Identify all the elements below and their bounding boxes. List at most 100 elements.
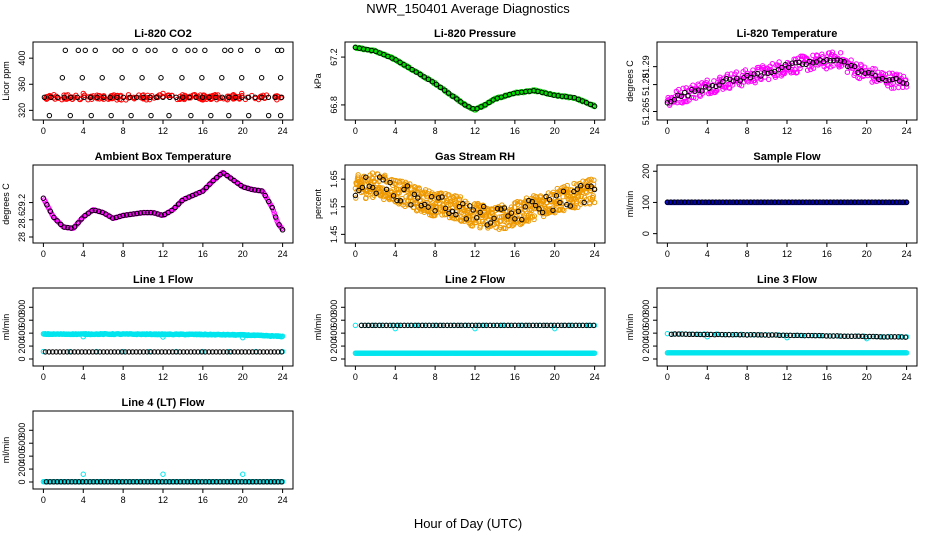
x-tick-label: 20 <box>238 495 248 505</box>
series-black <box>352 44 598 112</box>
x-tick-label: 16 <box>198 249 208 259</box>
data-point <box>509 209 516 215</box>
x-tick-label: 8 <box>745 249 750 259</box>
data-point <box>481 220 487 227</box>
x-tick-label: 16 <box>510 249 520 259</box>
data-point <box>278 94 285 101</box>
data-point <box>734 75 740 82</box>
data-point <box>151 210 158 216</box>
data-point <box>831 57 837 64</box>
chart-title: Li-820 CO2 <box>134 28 191 40</box>
data-point <box>747 74 754 81</box>
x-tick-label: 0 <box>41 372 46 382</box>
data-point <box>110 215 116 221</box>
data-point <box>44 202 50 208</box>
data-point <box>272 214 279 220</box>
data-point <box>416 194 422 200</box>
data-point <box>706 85 712 91</box>
data-point <box>54 94 61 101</box>
data-point <box>85 210 92 216</box>
data-point <box>199 94 206 101</box>
x-tick-label: 0 <box>353 372 358 382</box>
data-point <box>241 184 248 190</box>
x-tick-label: 4 <box>81 495 86 505</box>
data-point <box>825 62 831 69</box>
x-tick-label: 20 <box>550 249 560 259</box>
y-axis-title: degrees C <box>1 183 11 225</box>
data-point <box>112 47 118 54</box>
x-tick-label: 12 <box>158 126 168 136</box>
data-point <box>120 212 126 219</box>
data-point <box>40 195 47 201</box>
y-tick-label: 320 <box>17 103 27 118</box>
data-point <box>128 112 134 119</box>
data-point <box>234 180 241 186</box>
x-tick-label: 4 <box>705 249 710 259</box>
chart-panel: Li-820 Temperature degrees C 0 4 8 12 16 20 24 51… <box>625 28 918 136</box>
data-point <box>227 175 234 181</box>
data-point <box>862 70 868 76</box>
data-point <box>68 225 74 231</box>
data-point <box>454 96 460 102</box>
x-tick-label: 0 <box>353 249 358 259</box>
data-point <box>133 94 140 101</box>
x-tick-label: 24 <box>902 372 912 382</box>
data-point <box>220 170 227 176</box>
data-point <box>810 60 816 66</box>
data-point <box>134 210 140 217</box>
plot-frame <box>32 164 294 244</box>
data-point <box>429 79 436 85</box>
data-point <box>730 78 736 84</box>
data-point <box>692 88 698 94</box>
data-point <box>365 191 371 198</box>
data-point <box>173 94 179 101</box>
x-tick-label: 12 <box>782 126 792 136</box>
data-point <box>80 471 86 477</box>
data-point <box>685 93 691 99</box>
data-point <box>841 59 847 65</box>
data-point <box>415 191 421 198</box>
data-point <box>54 218 60 224</box>
data-point <box>477 223 484 229</box>
data-point <box>450 93 456 99</box>
data-point <box>74 94 81 101</box>
data-point <box>876 76 882 83</box>
data-point <box>46 112 53 119</box>
y-tick-label: 800 <box>329 300 339 315</box>
data-point <box>830 62 836 69</box>
data-point <box>733 69 740 75</box>
x-tick-label: 24 <box>590 249 600 259</box>
x-tick-label: 12 <box>470 126 480 136</box>
x-tick-label: 20 <box>550 372 560 382</box>
chart-title: Li-820 Temperature <box>737 28 838 40</box>
data-point <box>148 209 154 216</box>
data-point <box>482 102 488 108</box>
data-point <box>737 78 743 84</box>
data-point <box>521 212 528 218</box>
data-point <box>895 84 902 91</box>
chart-panel: Li-820 Pressure kPa 0 4 8 12 16 20 24 66.8 67.2 <box>313 28 606 136</box>
data-point <box>359 179 365 186</box>
data-point <box>525 218 532 224</box>
y-tick-label: 1.55 <box>329 198 339 216</box>
y-tick-label: 100 <box>641 195 651 210</box>
data-point <box>210 177 216 184</box>
data-point <box>789 60 795 66</box>
x-tick-label: 0 <box>665 372 670 382</box>
x-tick-label: 4 <box>81 372 86 382</box>
data-point <box>245 94 252 101</box>
y-tick-label: 0 <box>641 356 651 361</box>
data-point <box>781 70 788 77</box>
data-point <box>186 94 193 101</box>
y-tick-label: 51.29 <box>641 55 651 78</box>
data-point <box>792 60 799 66</box>
y-tick-label: 800 <box>17 300 27 315</box>
data-point <box>64 224 71 231</box>
x-tick-label: 16 <box>822 126 832 136</box>
y-tick-label: 28.6 <box>17 211 27 229</box>
series-red <box>80 90 245 97</box>
y-axis-title: Licor ppm <box>1 61 11 101</box>
data-point <box>780 70 787 76</box>
data-point <box>61 224 67 230</box>
